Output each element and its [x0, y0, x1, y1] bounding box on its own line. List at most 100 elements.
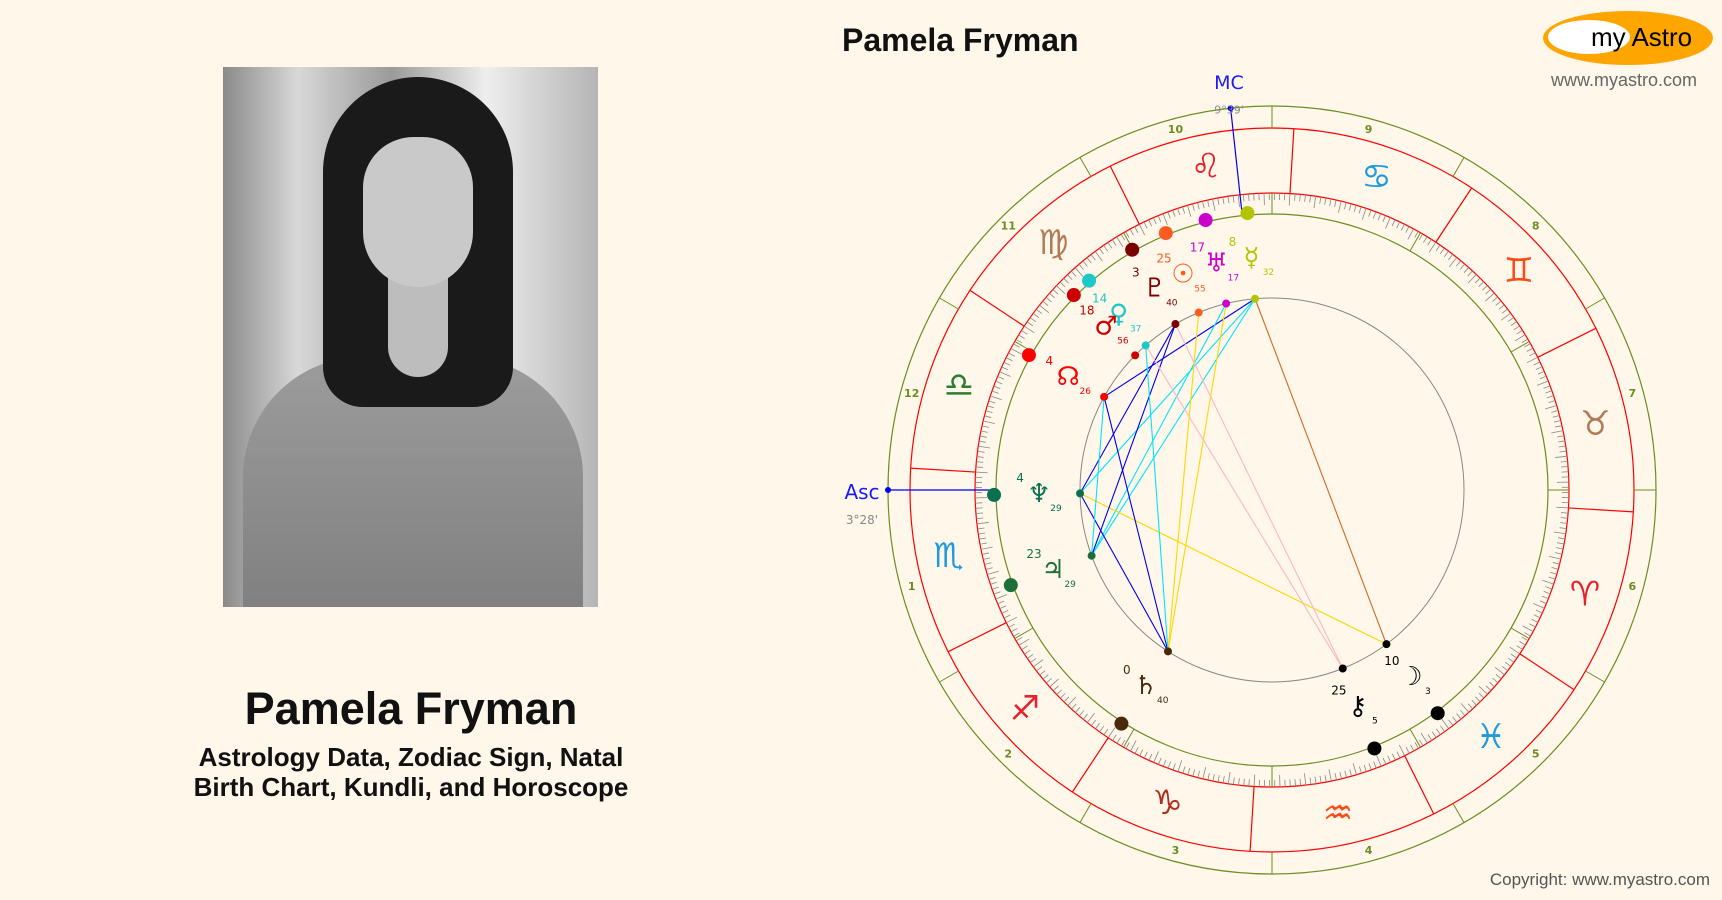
degree-tick — [1344, 202, 1347, 210]
degree-tick — [1008, 352, 1015, 357]
house-number: 7 — [1628, 387, 1636, 400]
degree-tick — [1107, 242, 1113, 249]
degree-tick — [1463, 267, 1469, 273]
degree-tick — [1039, 304, 1050, 314]
degree-tick — [1467, 270, 1473, 277]
degree-tick — [988, 576, 996, 580]
mc-point — [1227, 105, 1234, 112]
degree-tick — [1207, 199, 1210, 207]
degree-tick — [1545, 586, 1553, 590]
aspect-line-neptune-moon — [1079, 492, 1387, 645]
degree-tick — [1460, 710, 1466, 716]
degree-tick — [1177, 760, 1183, 772]
degree-tick — [1543, 385, 1551, 389]
degree-tick — [1042, 300, 1049, 306]
degree-tick — [1006, 616, 1018, 624]
degree-tick — [977, 451, 985, 453]
degree-tick — [1358, 766, 1362, 774]
degree-tick — [1129, 228, 1134, 236]
pluto-icon: ♇︎ — [1143, 274, 1166, 304]
aspect-line-mercury-moon — [1254, 298, 1387, 645]
degree-tick — [1373, 761, 1377, 769]
degree-tick — [1467, 274, 1477, 284]
sign-boundary — [1435, 187, 1473, 243]
degree-tick — [1392, 753, 1396, 761]
degree-tick — [1003, 614, 1011, 619]
degree-tick — [1467, 703, 1474, 710]
degree-tick — [1478, 692, 1485, 699]
degree-tick — [984, 562, 992, 565]
venus-minute: 37 — [1130, 325, 1141, 335]
degree-tick — [1526, 347, 1534, 352]
degree-tick — [1510, 653, 1518, 659]
degree-tick — [1217, 197, 1220, 205]
degree-tick — [1116, 737, 1121, 744]
degree-tick — [995, 594, 1008, 600]
degree-tick — [1387, 755, 1391, 763]
degree-tick — [980, 546, 993, 550]
degree-tick — [1182, 766, 1186, 774]
degree-tick — [1344, 770, 1347, 778]
degree-tick — [1005, 357, 1013, 362]
degree-tick — [1018, 334, 1025, 339]
moon-degree: 10 — [1384, 654, 1399, 668]
degree-tick — [1120, 233, 1126, 241]
site-url[interactable]: www.myastro.com — [1551, 70, 1698, 90]
degree-tick — [1382, 757, 1387, 765]
mars-aspect-dot — [1131, 351, 1140, 360]
degree-tick — [1501, 308, 1508, 314]
degree-tick — [1533, 603, 1545, 609]
house-cusp-tick — [1409, 728, 1421, 748]
degree-tick — [1407, 228, 1414, 240]
house-cusp-tick — [1014, 627, 1034, 639]
sign-boundary — [910, 467, 976, 473]
degree-tick — [1099, 248, 1104, 255]
degree-tick — [1052, 289, 1059, 295]
degree-tick — [1248, 779, 1250, 787]
degree-tick — [1039, 670, 1046, 676]
degree-tick — [1560, 460, 1568, 463]
degree-tick — [1319, 196, 1322, 205]
degree-tick — [1052, 685, 1059, 692]
house-cusp-tick — [1510, 341, 1530, 353]
degree-tick — [1121, 739, 1126, 747]
degree-tick — [1521, 636, 1529, 641]
degree-tick — [1551, 566, 1559, 570]
degree-tick — [987, 570, 999, 575]
degree-tick — [1557, 542, 1565, 545]
chiron-aspect-dot — [1338, 664, 1347, 673]
degree-tick — [1103, 728, 1109, 736]
house-cusp-line — [1452, 803, 1465, 823]
degree-tick — [999, 371, 1011, 377]
degree-tick — [1494, 666, 1505, 676]
myastro-logo[interactable]: my Astro — [1543, 11, 1713, 65]
degree-tick — [979, 537, 987, 540]
degree-tick — [1024, 649, 1031, 655]
sign-boundary — [1519, 653, 1575, 691]
degree-tick — [1427, 239, 1432, 246]
degree-tick — [979, 435, 987, 438]
degree-tick — [1334, 773, 1337, 781]
jupiter-position-dot — [1003, 578, 1018, 593]
degree-tick — [1507, 657, 1515, 663]
degree-tick — [1238, 778, 1240, 786]
sign-virgo-icon: ♍︎ — [1038, 223, 1068, 263]
chiron-icon: ⚷︎ — [1348, 692, 1367, 722]
chart-title: Pamela Fryman — [842, 22, 1079, 58]
saturn-icon: ♄︎ — [1134, 671, 1157, 701]
node-icon: ☊︎ — [1057, 362, 1080, 392]
degree-tick — [1414, 231, 1419, 238]
degree-tick — [1329, 198, 1332, 206]
house-number: 6 — [1628, 580, 1636, 593]
degree-tick — [1309, 195, 1311, 203]
degree-tick — [1405, 746, 1410, 754]
mc-line — [1230, 108, 1243, 216]
degree-tick — [1125, 742, 1130, 749]
degree-tick — [976, 522, 989, 525]
aspect-line-venus-saturn — [1145, 345, 1169, 652]
degree-tick — [1227, 771, 1231, 784]
degree-tick — [1222, 775, 1225, 784]
house-number: 3 — [1172, 844, 1180, 857]
degree-tick — [1026, 321, 1034, 327]
degree-tick — [1555, 455, 1568, 458]
